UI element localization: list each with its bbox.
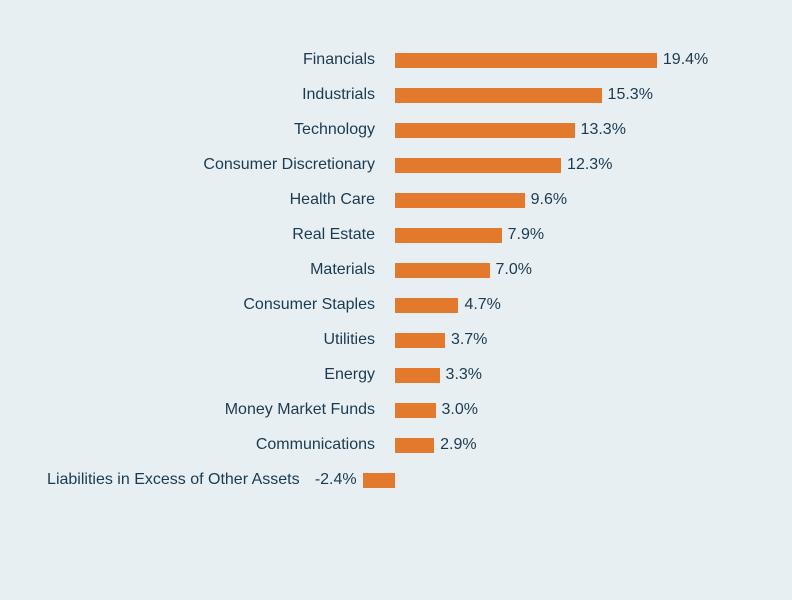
bar — [395, 438, 434, 453]
value-label: -2.4% — [315, 471, 357, 489]
bar — [395, 263, 490, 278]
value-label: 12.3% — [567, 156, 612, 174]
category-label: Industrials — [302, 86, 375, 104]
category-label: Utilities — [323, 331, 375, 349]
value-label: 4.7% — [464, 296, 500, 314]
category-label: Energy — [324, 366, 375, 384]
bar — [395, 298, 458, 313]
category-label: Health Care — [290, 191, 375, 209]
value-label: 3.7% — [451, 331, 487, 349]
bar — [395, 228, 502, 243]
category-label: Liabilities in Excess of Other Assets — [47, 471, 300, 489]
bar — [395, 158, 561, 173]
value-label: 15.3% — [608, 86, 653, 104]
value-label: 2.9% — [440, 436, 476, 454]
bar — [363, 473, 395, 488]
bar — [395, 88, 602, 103]
sector-allocation-bar-chart: Financials 19.4% Industrials 15.3% Technolog… — [0, 0, 792, 600]
bar — [395, 403, 436, 418]
bar — [395, 368, 440, 383]
bar — [395, 53, 657, 68]
value-label: 3.0% — [442, 401, 478, 419]
category-label: Technology — [294, 121, 375, 139]
value-label: 13.3% — [581, 121, 626, 139]
category-label: Consumer Discretionary — [203, 156, 375, 174]
value-label: 3.3% — [446, 366, 482, 384]
category-label: Consumer Staples — [243, 296, 375, 314]
value-label: 19.4% — [663, 51, 708, 69]
category-label: Money Market Funds — [225, 401, 375, 419]
bar — [395, 123, 575, 138]
bar — [395, 193, 525, 208]
value-label: 9.6% — [531, 191, 567, 209]
category-label: Materials — [310, 261, 375, 279]
value-label: 7.9% — [508, 226, 544, 244]
category-label: Real Estate — [292, 226, 375, 244]
category-label: Financials — [303, 51, 375, 69]
category-label: Communications — [256, 436, 375, 454]
value-label: 7.0% — [496, 261, 532, 279]
bar — [395, 333, 445, 348]
